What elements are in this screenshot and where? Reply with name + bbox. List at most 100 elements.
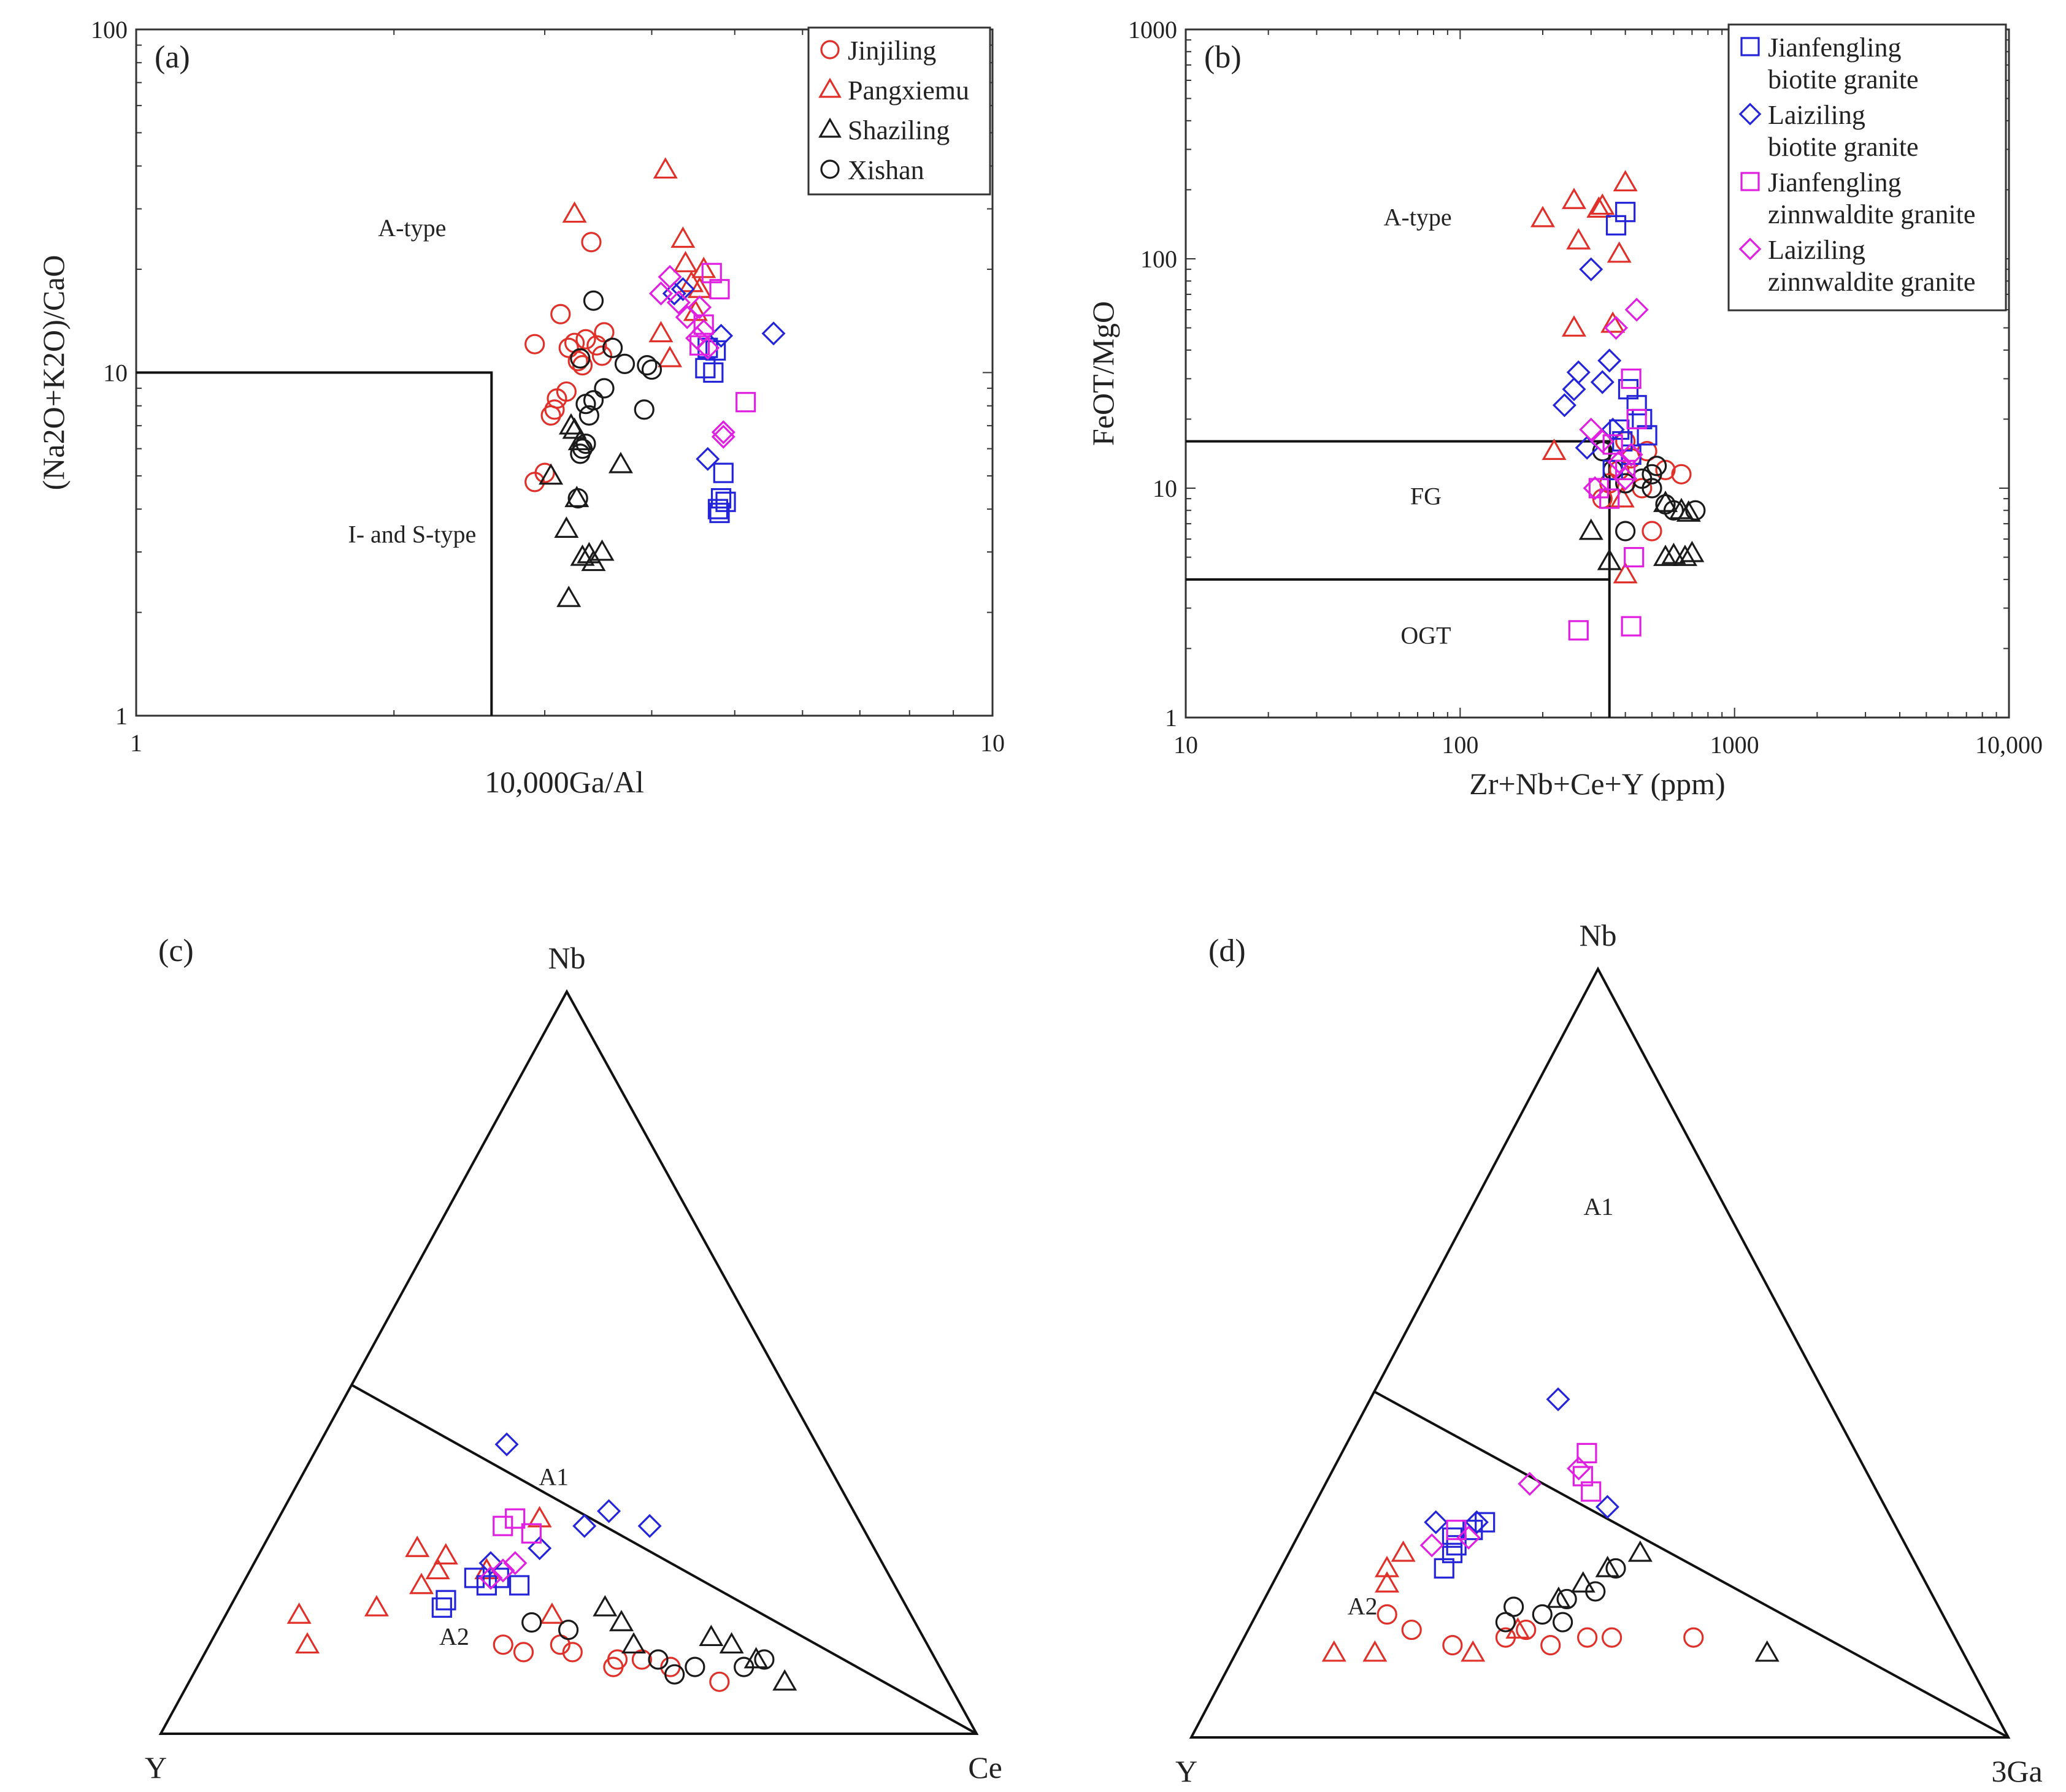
data-point	[556, 585, 582, 607]
series-jinjiling	[493, 1634, 730, 1692]
data-point	[1540, 1635, 1561, 1656]
data-point	[1642, 521, 1662, 542]
data-point	[1375, 1571, 1400, 1593]
data-point	[1613, 170, 1638, 192]
data-point	[1362, 1640, 1388, 1662]
data-point	[715, 491, 736, 512]
data-point	[1595, 1555, 1620, 1577]
data-point	[593, 1595, 618, 1617]
data-point	[295, 1632, 320, 1654]
series-jianfengling-zinnwaldite-granite	[493, 1508, 542, 1544]
y-axis-label: (Na2O+K2O)/CaO	[36, 255, 71, 491]
plot-frame	[1185, 28, 2010, 719]
series-laiziling-biotite-granite	[1424, 1387, 1619, 1534]
data-point	[527, 1506, 552, 1528]
data-point	[1495, 1612, 1516, 1633]
data-point	[1624, 297, 1649, 322]
legend-marker	[1740, 37, 1760, 56]
data-point	[1601, 1627, 1622, 1648]
field-label: A2	[439, 1623, 469, 1650]
data-point	[1603, 316, 1629, 340]
data-point	[1597, 348, 1622, 373]
series-jianfengling-biotite-granite	[431, 1568, 530, 1618]
data-point	[1434, 1558, 1454, 1579]
data-point	[1655, 459, 1676, 480]
y-tick-label: 10	[1153, 475, 1177, 502]
legend-marker	[1738, 102, 1762, 126]
data-point	[637, 1514, 662, 1538]
data-point	[1461, 1640, 1486, 1662]
data-point	[631, 1649, 653, 1670]
data-point	[1475, 1512, 1496, 1533]
panel-label: (d)	[1208, 933, 1246, 968]
data-point	[1562, 377, 1586, 402]
data-point	[1516, 1619, 1537, 1641]
field-label: A1	[1584, 1193, 1614, 1220]
series-jianfengling-zinnwaldite-granite	[689, 262, 756, 413]
data-point	[673, 251, 698, 272]
data-point	[641, 359, 662, 380]
data-point	[670, 277, 695, 302]
apex-label-left: Y	[145, 1750, 167, 1785]
panel-label: (a)	[155, 40, 190, 75]
data-point	[709, 278, 730, 300]
data-point	[1577, 1627, 1598, 1648]
data-point	[761, 321, 786, 346]
ternary-triangle	[158, 989, 979, 1735]
data-point	[1570, 1571, 1596, 1593]
data-point	[1607, 450, 1632, 474]
data-point	[1602, 434, 1623, 455]
data-point	[699, 1625, 724, 1647]
field-boundary	[1186, 440, 1611, 718]
data-point	[286, 1602, 312, 1624]
data-point	[425, 1558, 450, 1580]
field-boundary	[1373, 1390, 2009, 1739]
data-point	[648, 321, 674, 343]
data-point	[713, 462, 734, 483]
data-point	[1609, 419, 1630, 440]
data-point	[1464, 1510, 1489, 1534]
field-label: OGT	[1400, 621, 1451, 649]
x-tick-label: 1	[130, 729, 142, 757]
data-point	[710, 488, 732, 509]
x-tick-label: 1000	[1710, 731, 1759, 759]
series-jianfengling-zinnwaldite-granite	[1568, 368, 1647, 641]
data-point	[1419, 1533, 1444, 1558]
data-point	[1442, 1542, 1463, 1563]
legend-marker	[818, 117, 842, 138]
data-point	[1391, 1540, 1416, 1562]
data-point	[1619, 442, 1643, 467]
data-point	[735, 392, 756, 413]
data-point	[509, 1575, 530, 1596]
data-point	[494, 1432, 519, 1457]
series-shaziling	[1546, 1540, 1780, 1662]
data-point	[709, 502, 730, 523]
data-point	[658, 345, 683, 367]
data-point	[711, 424, 735, 449]
data-point	[594, 322, 615, 343]
data-point	[608, 451, 633, 473]
data-point	[1607, 241, 1632, 263]
data-point	[1671, 464, 1692, 484]
data-point	[505, 1508, 526, 1529]
y-tick-label: 1	[115, 702, 128, 730]
data-point	[570, 544, 595, 566]
data-point	[1576, 1442, 1597, 1463]
data-point	[609, 1610, 634, 1631]
data-point	[664, 1664, 685, 1685]
data-point	[696, 446, 720, 471]
data-point	[1588, 478, 1609, 499]
data-point	[564, 486, 589, 507]
legend-marker	[1740, 172, 1760, 191]
data-point	[743, 1647, 769, 1669]
data-point	[701, 262, 722, 283]
data-point	[524, 472, 545, 492]
legend-box	[1727, 23, 2007, 312]
data-point	[670, 226, 696, 248]
data-point	[589, 539, 615, 561]
legend-marker	[820, 159, 840, 179]
data-point	[570, 348, 591, 369]
data-point	[540, 405, 561, 426]
data-point	[772, 1669, 797, 1691]
data-point	[1590, 193, 1615, 215]
